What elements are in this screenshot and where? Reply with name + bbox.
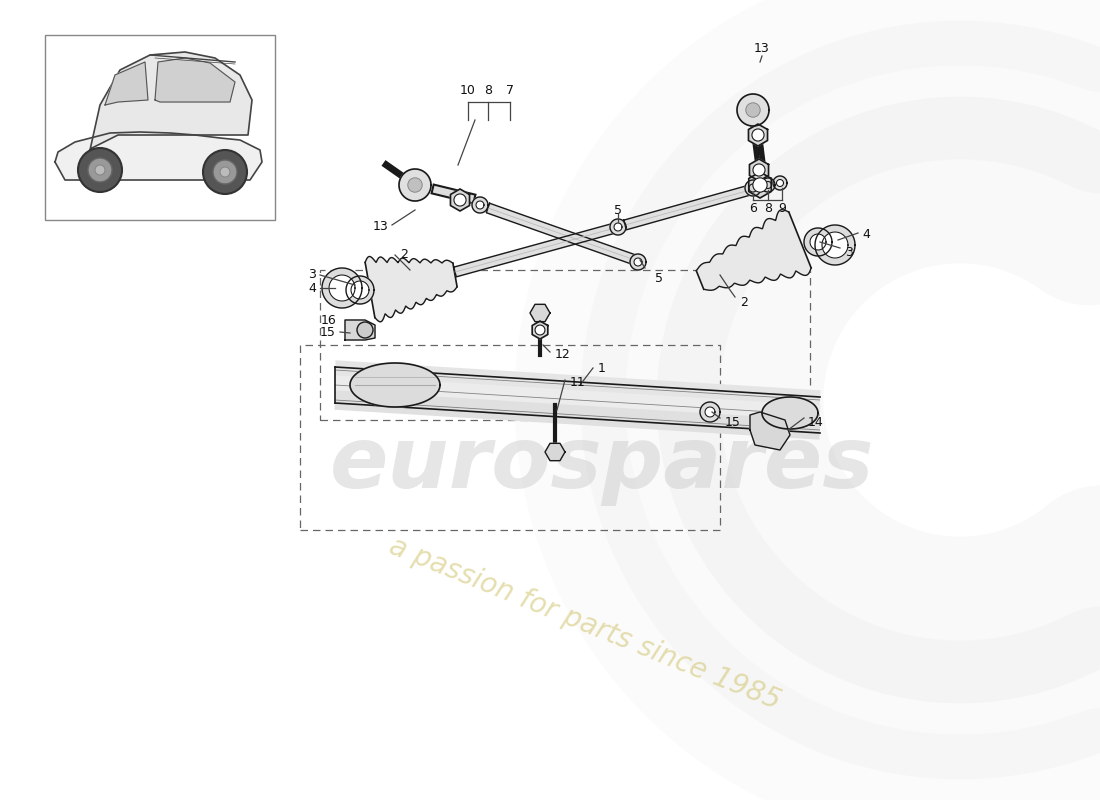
Text: 5: 5 xyxy=(614,203,622,217)
Circle shape xyxy=(752,164,766,176)
Text: 6: 6 xyxy=(749,202,757,214)
Text: 5: 5 xyxy=(654,271,663,285)
Bar xyxy=(45,35,275,220)
Polygon shape xyxy=(155,58,235,102)
Circle shape xyxy=(752,129,764,141)
Polygon shape xyxy=(804,228,832,256)
Polygon shape xyxy=(749,184,757,192)
Polygon shape xyxy=(815,225,855,265)
Text: 15: 15 xyxy=(320,326,336,338)
Polygon shape xyxy=(90,52,252,150)
Circle shape xyxy=(220,167,230,177)
Polygon shape xyxy=(55,132,262,180)
Text: 9: 9 xyxy=(778,202,785,215)
Polygon shape xyxy=(453,223,616,277)
Polygon shape xyxy=(822,232,848,258)
Text: 7: 7 xyxy=(506,83,514,97)
Polygon shape xyxy=(764,182,771,189)
Polygon shape xyxy=(749,159,769,181)
Circle shape xyxy=(95,165,104,175)
Text: 12: 12 xyxy=(556,349,571,362)
Polygon shape xyxy=(476,201,484,209)
Polygon shape xyxy=(705,407,715,417)
Text: 8: 8 xyxy=(764,202,772,214)
Polygon shape xyxy=(696,210,811,290)
Polygon shape xyxy=(351,281,369,299)
Text: 10: 10 xyxy=(460,83,476,97)
Circle shape xyxy=(204,150,248,194)
Bar xyxy=(300,345,720,530)
Polygon shape xyxy=(749,172,771,198)
Polygon shape xyxy=(777,179,783,186)
Circle shape xyxy=(746,102,760,118)
Polygon shape xyxy=(451,189,470,211)
Text: 2: 2 xyxy=(740,295,748,309)
Circle shape xyxy=(213,160,236,184)
Circle shape xyxy=(752,178,767,192)
Circle shape xyxy=(358,322,373,338)
Circle shape xyxy=(88,158,112,182)
Text: 16: 16 xyxy=(320,314,336,326)
Circle shape xyxy=(78,148,122,192)
Polygon shape xyxy=(810,234,826,250)
Text: 13: 13 xyxy=(372,221,388,234)
Polygon shape xyxy=(630,254,646,270)
Polygon shape xyxy=(322,268,362,308)
Text: 2: 2 xyxy=(400,249,408,262)
Text: 11: 11 xyxy=(570,375,585,389)
Text: 8: 8 xyxy=(484,83,492,97)
Polygon shape xyxy=(737,94,769,126)
Circle shape xyxy=(535,325,544,335)
Polygon shape xyxy=(530,304,550,322)
Text: 3: 3 xyxy=(845,246,853,258)
Polygon shape xyxy=(346,276,374,304)
Polygon shape xyxy=(700,402,720,422)
Text: 1: 1 xyxy=(598,362,606,374)
Polygon shape xyxy=(750,412,790,450)
Polygon shape xyxy=(761,178,776,192)
Text: eurospares: eurospares xyxy=(330,422,874,506)
Polygon shape xyxy=(634,258,642,266)
Polygon shape xyxy=(624,185,751,230)
Polygon shape xyxy=(532,321,548,339)
Text: 4: 4 xyxy=(308,282,316,294)
Bar xyxy=(320,270,810,420)
Polygon shape xyxy=(773,176,786,190)
Text: 15: 15 xyxy=(725,415,741,429)
Polygon shape xyxy=(745,180,761,196)
Text: 14: 14 xyxy=(808,415,824,429)
Polygon shape xyxy=(345,320,375,340)
Polygon shape xyxy=(350,363,440,407)
Polygon shape xyxy=(365,257,458,322)
Polygon shape xyxy=(399,169,431,201)
Text: 3: 3 xyxy=(308,269,316,282)
Polygon shape xyxy=(748,124,768,146)
Text: 4: 4 xyxy=(862,229,870,242)
Polygon shape xyxy=(486,203,637,265)
Polygon shape xyxy=(762,397,818,429)
Polygon shape xyxy=(472,197,488,213)
Circle shape xyxy=(408,178,422,192)
Circle shape xyxy=(454,194,466,206)
Text: 13: 13 xyxy=(755,42,770,54)
Text: a passion for parts since 1985: a passion for parts since 1985 xyxy=(385,533,784,715)
Polygon shape xyxy=(614,223,622,231)
Polygon shape xyxy=(104,62,148,105)
Polygon shape xyxy=(329,275,355,301)
Polygon shape xyxy=(610,219,626,235)
Polygon shape xyxy=(544,443,565,461)
